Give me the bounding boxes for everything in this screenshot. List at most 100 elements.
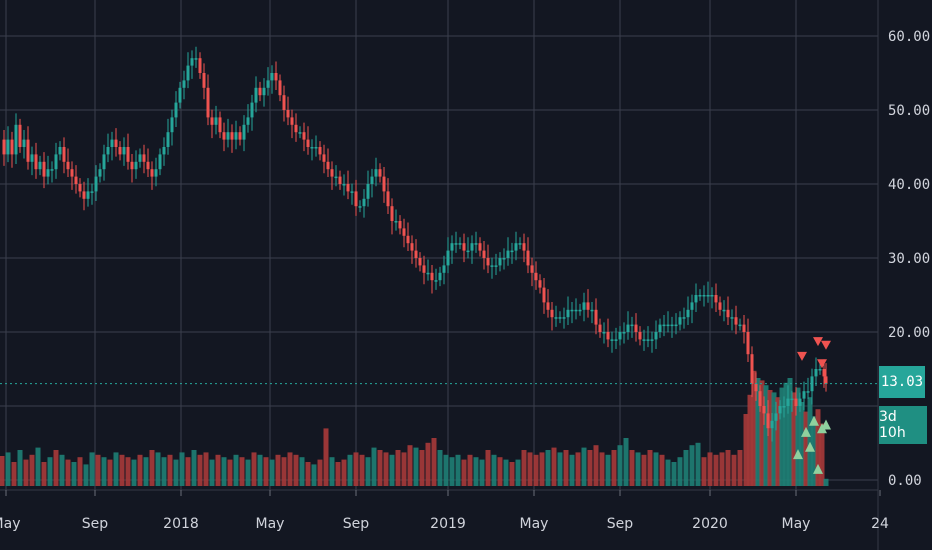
price-tick-label: 40.00 bbox=[888, 177, 930, 193]
candle-body bbox=[214, 117, 218, 125]
candle-body bbox=[582, 302, 586, 310]
volume-bar bbox=[119, 454, 125, 486]
volume-bar bbox=[593, 445, 599, 486]
candle-body bbox=[50, 169, 54, 171]
candle-body bbox=[598, 324, 602, 332]
volume-bar bbox=[383, 452, 389, 486]
candle-body bbox=[706, 295, 710, 297]
candle-body bbox=[506, 250, 510, 258]
vertical-gridlines bbox=[5, 0, 797, 490]
candle-body bbox=[498, 258, 502, 266]
volume-bar bbox=[431, 438, 437, 486]
volume-bar bbox=[479, 459, 485, 486]
volume-bar bbox=[53, 450, 59, 486]
candle-body bbox=[594, 309, 598, 325]
candle-body bbox=[494, 265, 498, 267]
candle-body bbox=[78, 184, 82, 192]
candle-body bbox=[62, 147, 66, 162]
candle-body bbox=[678, 317, 682, 325]
candle-body bbox=[90, 191, 94, 193]
candle-body bbox=[750, 354, 754, 384]
price-axis-labels[interactable]: 60.00 50.00 40.00 30.00 20.00 0.00 bbox=[888, 29, 930, 489]
time-tick-label: May bbox=[520, 516, 549, 532]
volume-bar bbox=[485, 450, 491, 486]
candle-body bbox=[558, 317, 562, 319]
volume-bar bbox=[799, 402, 805, 486]
candle-body bbox=[734, 317, 738, 325]
candle-body bbox=[118, 147, 122, 155]
volume-bar bbox=[671, 462, 677, 486]
candle-body bbox=[330, 169, 334, 177]
volume-bar bbox=[461, 459, 467, 486]
candle-body bbox=[670, 324, 674, 327]
volume-bar bbox=[545, 450, 551, 486]
volume-bar bbox=[617, 445, 623, 486]
candle-body bbox=[182, 80, 186, 88]
volume-bar bbox=[269, 459, 275, 486]
candle-body bbox=[666, 324, 670, 327]
candle-body bbox=[654, 332, 658, 340]
candle-body bbox=[230, 132, 234, 140]
candle-body bbox=[162, 147, 166, 155]
volume-bar bbox=[629, 450, 635, 486]
volume-bar bbox=[473, 457, 479, 486]
candle-body bbox=[626, 324, 630, 332]
signal-markers bbox=[793, 337, 831, 474]
candle-body bbox=[234, 132, 238, 140]
candle-body bbox=[742, 324, 746, 332]
candle-body bbox=[10, 139, 14, 155]
candle-body bbox=[86, 191, 90, 199]
volume-bar bbox=[89, 452, 95, 486]
volume-bar bbox=[23, 459, 29, 486]
candle-body bbox=[94, 176, 98, 192]
candle-body bbox=[270, 73, 274, 81]
candle-body bbox=[550, 309, 554, 318]
volume-bar bbox=[823, 478, 829, 486]
candle-body bbox=[490, 265, 494, 267]
price-tick-label: 20.00 bbox=[888, 325, 930, 341]
volume-bar bbox=[83, 464, 89, 486]
candle-body bbox=[514, 243, 518, 251]
candle-body bbox=[134, 161, 138, 170]
time-tick-label: May bbox=[0, 516, 20, 532]
buy-signal-marker bbox=[801, 426, 811, 437]
candle-body bbox=[130, 161, 134, 170]
candle-body bbox=[14, 124, 18, 155]
candle-body bbox=[254, 87, 258, 103]
volume-bar bbox=[389, 454, 395, 486]
volume-bar bbox=[179, 452, 185, 486]
candle-body bbox=[338, 176, 342, 184]
volume-bar bbox=[707, 452, 713, 486]
candle-body bbox=[790, 398, 794, 401]
volume-bar bbox=[731, 454, 737, 486]
volume-bar bbox=[221, 457, 227, 486]
volume-bar bbox=[353, 452, 359, 486]
volume-bar bbox=[407, 445, 413, 486]
volume-bar bbox=[113, 452, 119, 486]
time-tick-label: May bbox=[782, 516, 811, 532]
volume-bar bbox=[257, 454, 263, 486]
volume-bar bbox=[677, 457, 683, 486]
buy-signal-marker bbox=[793, 449, 803, 460]
candle-body bbox=[74, 176, 78, 184]
candle-body bbox=[198, 58, 202, 73]
candle-body bbox=[374, 169, 378, 177]
candle-body bbox=[34, 154, 38, 170]
volume-bar bbox=[185, 457, 191, 486]
candle-body bbox=[6, 139, 10, 155]
time-tick-label: 2018 bbox=[163, 516, 199, 532]
candle-body bbox=[126, 147, 130, 162]
volume-bar bbox=[759, 380, 765, 486]
candle-body bbox=[754, 383, 758, 392]
candle-body bbox=[546, 302, 550, 310]
candle-body bbox=[154, 169, 158, 177]
time-axis-labels[interactable]: May Sep 2018 May Sep 2019 May Sep 2020 May 24 bbox=[0, 490, 889, 532]
volume-bar bbox=[263, 457, 269, 486]
volume-bar bbox=[35, 447, 41, 486]
volume-bar bbox=[551, 447, 557, 486]
volume-bar bbox=[335, 462, 341, 486]
volume-bar bbox=[287, 452, 293, 486]
volume-bar bbox=[281, 457, 287, 486]
volume-bar bbox=[491, 454, 497, 486]
